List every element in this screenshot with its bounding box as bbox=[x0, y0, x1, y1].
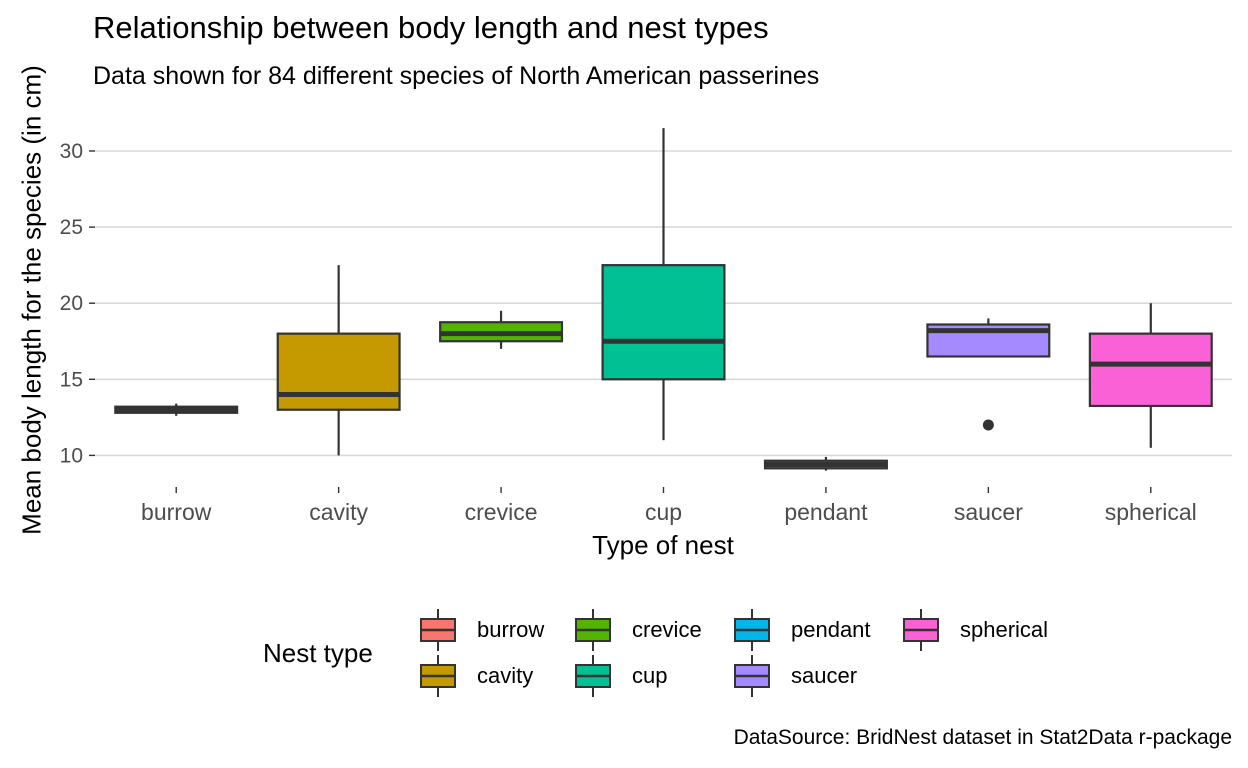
legend-title: Nest type bbox=[263, 638, 373, 668]
legend-label-cavity: cavity bbox=[477, 663, 534, 688]
legend-label-burrow: burrow bbox=[477, 617, 545, 642]
box-cup bbox=[601, 264, 726, 381]
y-tick-label-25: 25 bbox=[60, 216, 83, 239]
box-cavity bbox=[276, 332, 401, 411]
chart-caption: DataSource: BridNest dataset in Stat2Dat… bbox=[733, 726, 1232, 749]
chart-subtitle: Data shown for 84 different species of N… bbox=[93, 62, 820, 90]
x-tick-label-crevice: crevice bbox=[465, 499, 538, 525]
legend-label-crevice: crevice bbox=[632, 617, 702, 642]
x-axis-label: Type of nest bbox=[592, 530, 734, 560]
chart-title: Relationship between body length and nes… bbox=[93, 10, 769, 45]
x-tick-label-cup: cup bbox=[645, 499, 682, 525]
y-tick-label-15: 15 bbox=[60, 368, 83, 391]
y-tick-label-10: 10 bbox=[60, 444, 83, 467]
x-tick-label-burrow: burrow bbox=[141, 499, 212, 525]
legend-label-spherical: spherical bbox=[960, 617, 1049, 642]
legend-label-cup: cup bbox=[632, 663, 668, 688]
y-tick-label-20: 20 bbox=[60, 292, 83, 315]
box-spherical bbox=[1088, 332, 1213, 408]
x-tick-label-pendant: pendant bbox=[784, 499, 868, 525]
legend-label-saucer: saucer bbox=[791, 663, 858, 688]
outlier-saucer-0 bbox=[982, 419, 994, 431]
x-tick-label-cavity: cavity bbox=[309, 499, 368, 525]
y-tick-label-30: 30 bbox=[60, 140, 83, 163]
x-tick-label-spherical: spherical bbox=[1105, 499, 1197, 525]
x-tick-label-saucer: saucer bbox=[954, 499, 1023, 525]
legend-label-pendant: pendant bbox=[791, 617, 871, 642]
